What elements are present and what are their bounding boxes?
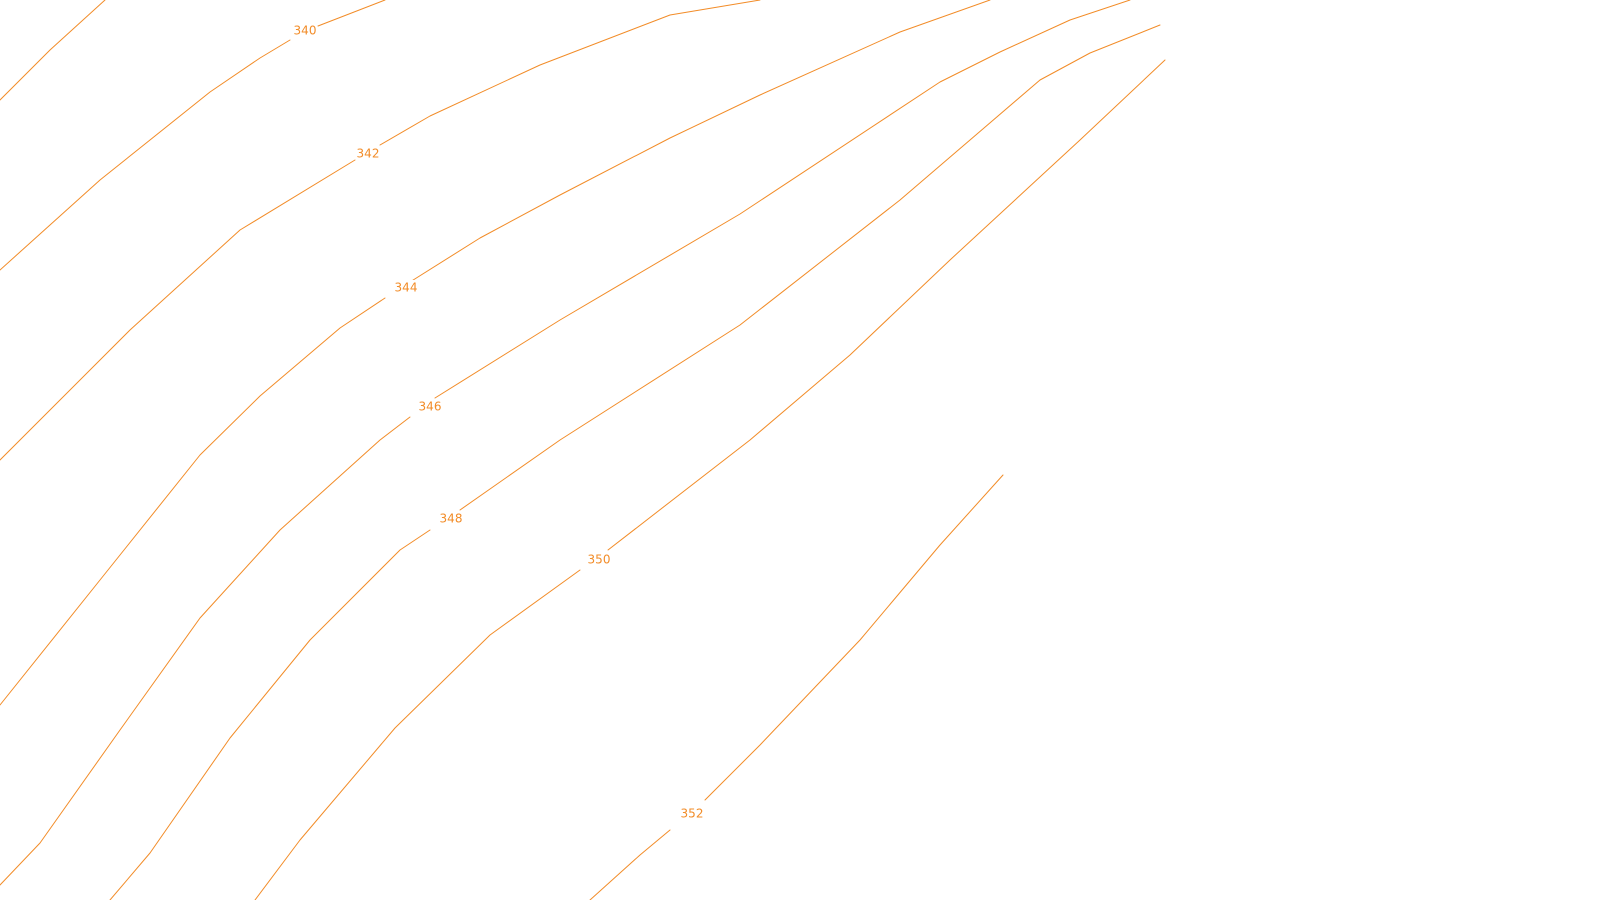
contour-label-344-text: 344 (395, 281, 418, 295)
contour-labels: 340 342 344 346 348 350 352 (293, 23, 704, 822)
contour-label-342: 342 (356, 146, 380, 162)
contour-line-346 (0, 0, 1131, 886)
label-halo (418, 399, 442, 415)
contour-label-348-text: 348 (440, 512, 463, 526)
contour-label-340: 340 (293, 23, 317, 39)
contour-line-344 (0, 0, 991, 706)
contour-label-350: 350 (587, 552, 611, 568)
contour-line-340 (0, 0, 386, 271)
contour-label-352-text: 352 (681, 807, 704, 821)
contour-label-348: 348 (439, 511, 463, 527)
contour-label-352: 352 (680, 806, 704, 822)
label-halo (394, 280, 418, 296)
contour-label-350-text: 350 (588, 553, 611, 567)
contour-label-346: 346 (418, 399, 442, 415)
contour-label-344: 344 (394, 280, 418, 296)
contour-label-346-text: 346 (419, 400, 442, 414)
label-halo (680, 806, 704, 822)
label-halo (356, 146, 380, 162)
contour-line-348 (109, 24, 1161, 900)
contour-line-352 (589, 474, 1004, 900)
contour-line-342 (0, 0, 761, 461)
contour-lines (0, 0, 1166, 900)
label-halo (293, 23, 317, 39)
contour-label-342-text: 342 (357, 147, 380, 161)
label-halo (587, 552, 611, 568)
contour-line-350 (254, 59, 1166, 900)
contour-line-338 (0, 0, 106, 101)
label-halo (439, 511, 463, 527)
contour-label-340-text: 340 (294, 24, 317, 38)
